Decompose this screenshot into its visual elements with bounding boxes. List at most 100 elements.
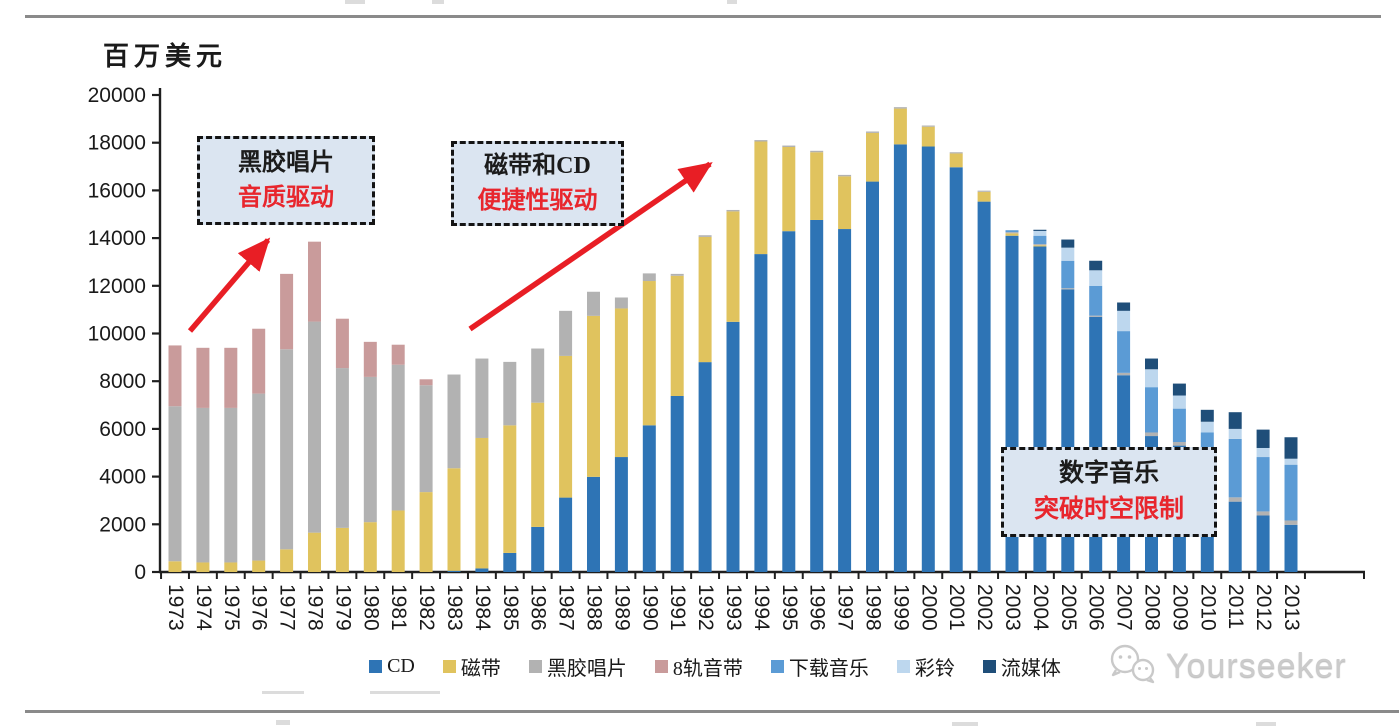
bar-segment-1991-vinyl [670,273,684,276]
bar-segment-1984-cd [475,568,489,572]
bar-segment-1993-cd [726,321,740,572]
bar-segment-2004-cassette [1033,245,1047,247]
legend-label-cassette: 磁带 [460,658,501,680]
bar-segment-1980-eight_track [363,341,377,377]
legend-label-ringtone: 彩铃 [914,658,955,680]
x-axis-year-label: 1979 [331,584,354,631]
bar-segment-2007-download [1117,331,1131,373]
legend-swatch-cassette [442,660,456,673]
y-axis-tick-label: 12000 [88,275,146,298]
bar-segment-1986-cassette [531,402,545,527]
y-axis-tick-label: 2000 [99,513,146,536]
bar-segment-1995-cassette [782,146,796,232]
bar-segment-1993-vinyl [726,209,740,212]
x-axis-year-label: 1980 [359,584,382,631]
y-axis-tick-label: 4000 [99,466,146,489]
cropped-text-artifact [1256,722,1276,726]
watermark: Yourseeker [1106,641,1347,691]
bar-segment-2011-vinyl [1228,497,1242,502]
bar-segment-2005-download [1061,260,1075,289]
bar-segment-1983-vinyl [447,374,461,469]
bar-segment-1974-eight_track [196,347,210,408]
x-axis-year-label: 2001 [945,584,968,631]
bar-segment-1994-vinyl [754,140,768,142]
bar-segment-2001-vinyl [949,152,963,154]
annotation-subtitle: 突破时空限制 [1033,496,1184,523]
bar-segment-1973-eight_track [168,345,182,407]
bar-segment-1998-cassette [866,132,879,182]
bar-segment-2001-cassette [949,153,963,168]
legend-label-cd: CD [387,655,415,677]
x-axis-year-label: 1977 [276,584,299,631]
legend-item-streaming: 流媒体 [982,652,1061,681]
annotation-title: 黑胶唱片 [238,149,334,176]
y-axis-tick-label: 0 [134,561,146,584]
legend-item-download: 下载音乐 [770,652,869,681]
bar-segment-1979-vinyl [335,368,349,528]
bar-segment-2008-streaming [1145,358,1158,370]
x-axis-year-label: 1978 [304,584,327,631]
bar-segment-1977-eight_track [280,273,294,350]
cropped-text-artifact [262,691,304,694]
annotation-vinyl-era: 黑胶唱片 音质驱动 [197,136,375,225]
bar-segment-2008-vinyl [1145,432,1158,437]
bar-segment-1980-cassette [363,522,377,572]
bar-segment-1995-cd [782,231,796,572]
annotation-title: 磁带和CD [484,152,591,179]
bar-segment-2006-ringtone [1089,270,1103,286]
cropped-text-artifact [345,0,365,4]
legend-swatch-download [770,660,784,673]
x-axis-year-label: 1987 [555,584,578,631]
legend-item-vinyl: 黑胶唱片 [528,652,627,681]
bar-segment-2008-ringtone [1145,369,1158,388]
bar-segment-2007-streaming [1117,302,1131,311]
bar-segment-1991-cassette [670,275,684,396]
cropped-text-artifact [432,0,444,4]
bar-segment-1997-cassette [838,176,852,230]
legend-swatch-cd [369,660,383,673]
bar-segment-1975-cassette [224,562,238,572]
bar-segment-1992-cd [698,362,712,572]
bar-segment-1985-vinyl [503,361,517,426]
x-axis-year-label: 1994 [750,584,773,631]
bar-segment-2012-download [1256,457,1270,512]
bar-segment-2012-cd [1256,515,1270,572]
bar-segment-1982-eight_track [419,379,433,386]
annotation-title: 数字音乐 [1058,459,1159,487]
x-axis-year-label: 2000 [917,584,940,631]
x-axis-year-label: 2012 [1252,584,1275,631]
annotation-subtitle: 音质驱动 [238,184,334,211]
bar-segment-1977-cassette [280,549,294,572]
bar-segment-2012-streaming [1256,429,1270,448]
bar-segment-1981-vinyl [391,364,405,511]
bar-segment-1982-vinyl [419,385,433,493]
bar-segment-1996-vinyl [810,150,824,153]
bar-segment-2003-download [1005,230,1019,233]
x-axis-year-label: 1992 [694,584,717,631]
bar-segment-1975-eight_track [224,347,238,408]
bar-segment-2000-vinyl [921,125,935,127]
annotation-subtitle: 便捷性驱动 [477,187,598,214]
bar-segment-1977-vinyl [280,349,294,550]
bar-segment-1984-cassette [475,437,489,569]
bar-segment-1997-vinyl [838,174,852,177]
bar-segment-1974-vinyl [196,407,210,563]
y-axis-unit-label: 百万美元 [103,42,228,71]
x-axis-year-label: 2013 [1280,584,1303,631]
wechat-logo-icon [1110,644,1155,684]
bar-segment-2009-download [1172,408,1186,443]
bar-segment-1982-cassette [419,492,433,572]
x-axis-year-label: 1986 [527,584,550,631]
x-axis-year-label: 1983 [443,584,466,631]
bar-segment-2012-vinyl [1256,511,1270,516]
x-axis-year-label: 2005 [1057,584,1080,631]
bar-segment-1976-eight_track [252,328,266,394]
legend-item-cd: CD [369,655,415,678]
bar-segment-1988-cassette [587,315,600,477]
bar-segment-2000-cassette [921,126,935,147]
x-axis-year-label: 1982 [415,584,438,631]
bar-segment-2004-ringtone [1033,230,1047,236]
bar-segment-2009-ringtone [1172,395,1186,409]
